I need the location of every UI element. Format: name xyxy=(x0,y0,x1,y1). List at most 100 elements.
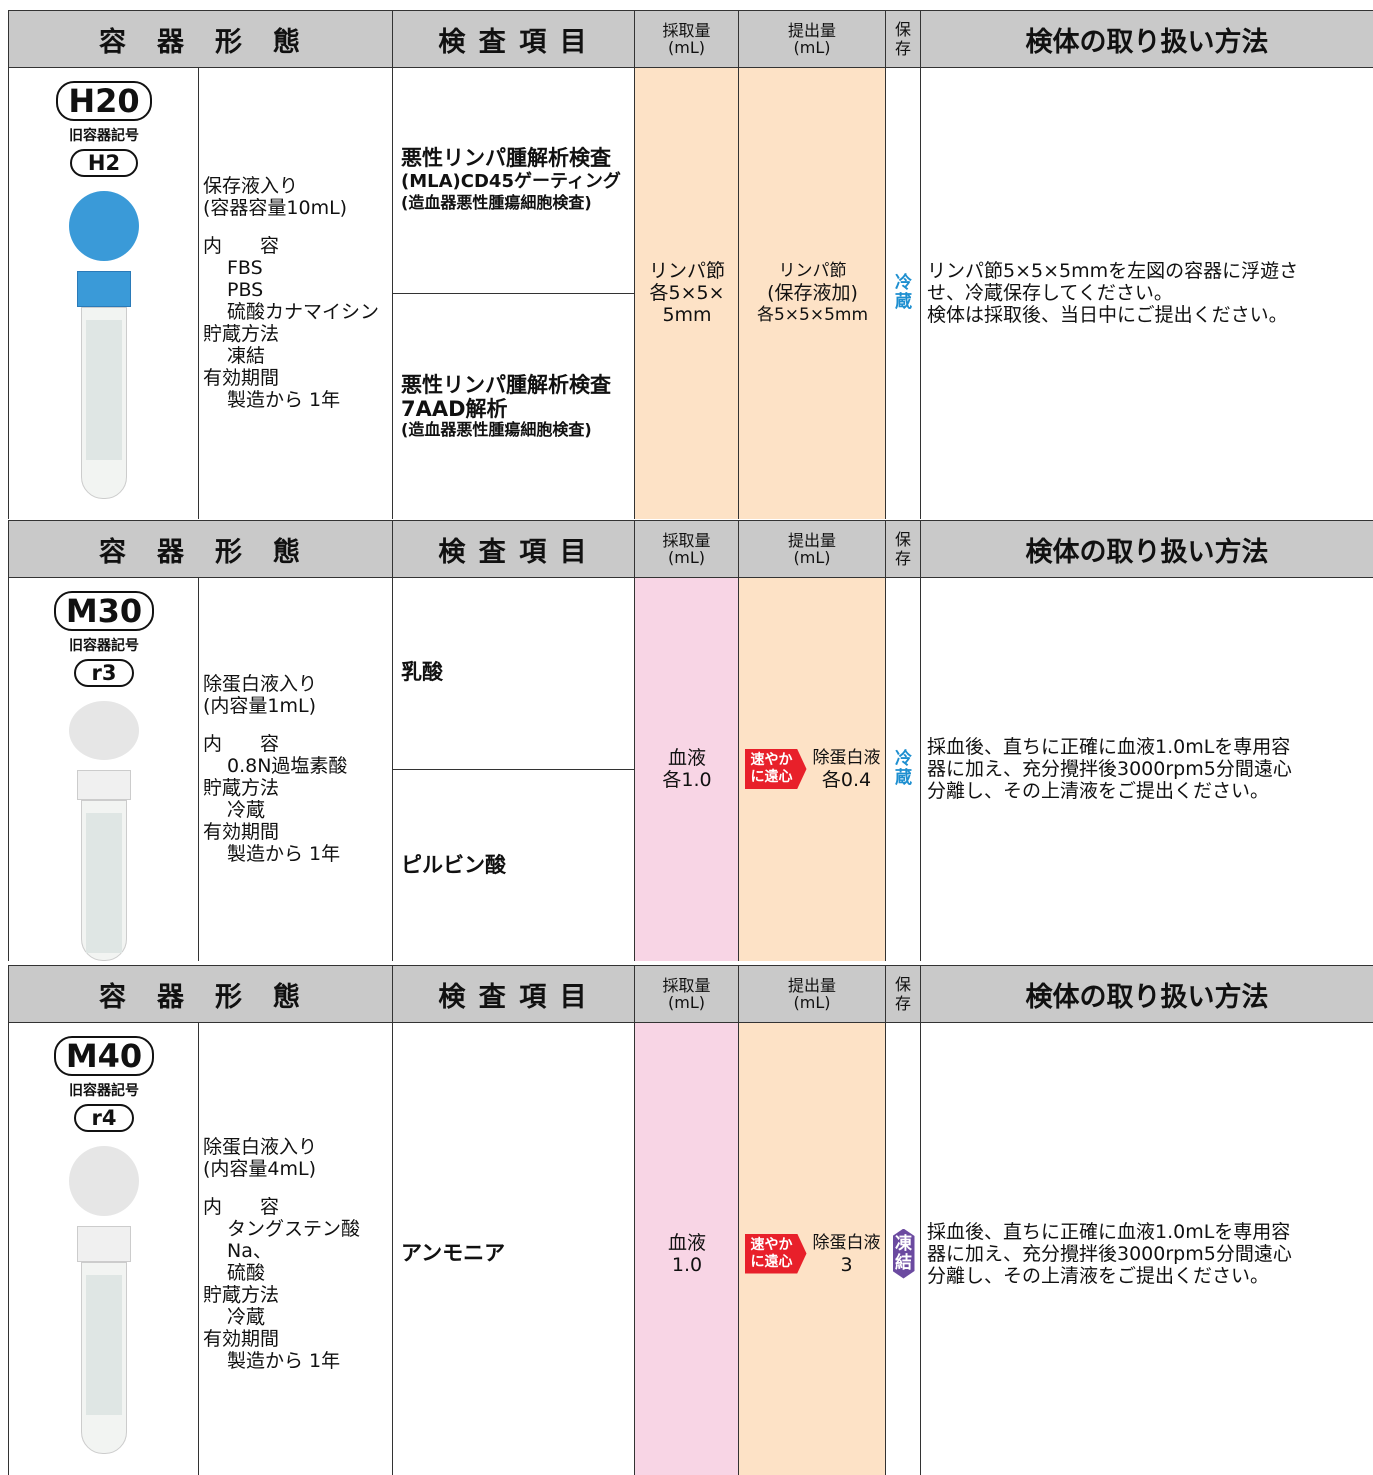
old-code: r3 xyxy=(73,659,135,687)
header-text: (mL) xyxy=(793,993,831,1012)
handling-text: せ、冷蔵保存してください。 xyxy=(927,282,1173,304)
header-cell: 容 器 形 態 xyxy=(9,966,393,1022)
container-cell: H20 旧容器記号 H2 xyxy=(9,67,199,519)
column-line xyxy=(393,521,635,961)
description-title: 除蛋白液入り xyxy=(203,1135,318,1158)
header-text: (mL) xyxy=(668,548,705,567)
submit-text: 各5×5×5mm xyxy=(756,305,869,325)
handling-cell: 採血後、直ちに正確に血液1.0mLを専用容 器に加え、充分攪拌後3000rpm5分… xyxy=(921,577,1373,961)
column-line xyxy=(635,11,739,519)
description-value: 製造から 1年 xyxy=(227,389,341,411)
header-cell: 容 器 形 態 xyxy=(9,11,393,67)
handling-text: リンパ節5×5×5mmを左図の容器に浮遊さ xyxy=(927,260,1299,282)
header-cell: 保存 xyxy=(886,521,921,577)
collect-text: 各5×5× xyxy=(649,282,725,304)
column-line xyxy=(739,11,886,519)
collect-text: 血液 xyxy=(667,1231,706,1254)
column-line xyxy=(9,11,199,519)
header-cell: 検 査 項 目 xyxy=(393,521,635,577)
header-cell: 保存 xyxy=(886,966,921,1022)
column-line xyxy=(886,521,921,961)
submit-text-group: リンパ節 (保存液加) 各5×5×5mm xyxy=(757,260,868,326)
column-line xyxy=(9,521,199,961)
submit-cell: 速やか に遠心 除蛋白液 3 xyxy=(739,1022,886,1475)
test-text: アンモニア xyxy=(401,1241,506,1265)
handling-text: 分離し、その上清液をご提出ください。 xyxy=(927,780,1270,802)
handling-text: 採血後、直ちに正確に血液1.0mLを専用容 xyxy=(927,736,1291,758)
tests-cell: アンモニア xyxy=(393,1022,635,1475)
section: 容 器 形 態検 査 項 目採取量 (mL) 提出量 (mL) 保存 検体の取り扱い方法 M… xyxy=(8,520,1373,962)
submit-text: (保存液加) xyxy=(767,282,858,304)
badge-text: に遠心 xyxy=(750,769,793,785)
submit-text: 3 xyxy=(840,1253,853,1276)
column-line xyxy=(199,521,393,961)
old-code: r4 xyxy=(73,1104,135,1132)
handling-text: 器に加え、充分攪拌後3000rpm5分間遠心 xyxy=(927,1242,1292,1265)
container-code: M40 xyxy=(53,1036,155,1076)
description-value: 冷蔵 xyxy=(227,799,266,821)
container-cell: M30 旧容器記号 r3 xyxy=(9,577,199,962)
column-line xyxy=(393,11,635,519)
column-line xyxy=(739,966,886,1475)
container-code: H20 xyxy=(56,81,152,121)
column-line xyxy=(635,521,739,961)
submit-text: 各0.4 xyxy=(821,769,872,791)
header-cell: 検体の取り扱い方法 xyxy=(921,11,1373,67)
test-text: (MLA)CD45ゲーティング xyxy=(401,171,621,193)
column-line xyxy=(9,966,199,1475)
header-text: 保存 xyxy=(894,20,911,58)
column-line xyxy=(199,966,393,1475)
tube xyxy=(81,1262,127,1454)
tube-lid xyxy=(69,1146,139,1216)
badge-text: 速やか xyxy=(750,752,793,768)
description-cell: 除蛋白液入り (内容量1mL) 内 容 0.8N過塩素酸 貯蔵方法 冷蔵 有効期間 製造から … xyxy=(199,577,393,961)
description-title: (内容量4mL) xyxy=(203,1157,317,1180)
header-row: 容 器 形 態検 査 項 目採取量 (mL) 提出量 (mL) 保存 検体の取り扱い方法 xyxy=(9,966,1373,1023)
description-value: FBS xyxy=(227,257,263,279)
header-text: 採取量 xyxy=(662,976,711,995)
test-item: 悪性リンパ腫解析検査 7AAD解析 (造血器悪性腫瘍細胞検査) xyxy=(393,292,635,520)
description-label: 有効期間 xyxy=(203,1327,280,1350)
test-text: (造血器悪性腫瘍細胞検査) xyxy=(401,193,592,213)
description-title: (容器容量10mL) xyxy=(203,197,348,219)
header-text: 保存 xyxy=(894,975,911,1013)
tests-cell: 悪性リンパ腫解析検査 (MLA)CD45ゲーティング (造血器悪性腫瘍細胞検査) 悪性… xyxy=(393,67,635,519)
description-value: 凍結 xyxy=(227,345,266,367)
submit-cell: リンパ節 (保存液加) 各5×5×5mm xyxy=(739,67,886,519)
tube-label xyxy=(86,1275,122,1415)
container-code: M30 xyxy=(53,591,155,631)
column-line xyxy=(739,521,886,961)
header-cell: 検体の取り扱い方法 xyxy=(921,966,1373,1022)
test-text: (造血器悪性腫瘍細胞検査) xyxy=(401,419,592,439)
header-cell: 提出量 (mL) xyxy=(739,11,886,67)
collect-text: 各1.0 xyxy=(662,769,712,791)
collect-cell: 血液 各1.0 xyxy=(635,577,739,961)
test-item: ピルビン酸 xyxy=(393,768,635,962)
badge-text: 速やか xyxy=(750,1236,793,1253)
column-line xyxy=(199,11,393,519)
submit-text-group: 除蛋白液 各0.4 xyxy=(813,747,881,791)
header-cell: 提出量 (mL) xyxy=(739,521,886,577)
submit-text: リンパ節 xyxy=(778,261,847,281)
test-text: ピルビン酸 xyxy=(401,852,506,877)
description-label: 貯蔵方法 xyxy=(203,323,280,345)
header-cell: 採取量 (mL) xyxy=(635,521,739,577)
header-cell: 容 器 形 態 xyxy=(9,521,393,577)
description-label: 有効期間 xyxy=(203,821,280,843)
tube-cap xyxy=(77,1226,131,1262)
header-cell: 保存 xyxy=(886,11,921,67)
tube xyxy=(81,307,127,499)
header-text: 提出量 xyxy=(787,976,836,995)
old-label: 旧容器記号 xyxy=(69,128,139,144)
collect-text: 1.0 xyxy=(671,1253,703,1276)
badge-text: に遠心 xyxy=(750,1253,793,1270)
description-value: 冷蔵 xyxy=(227,1305,266,1328)
tube-lid xyxy=(69,191,139,261)
description-value: 製造から 1年 xyxy=(227,843,341,865)
old-label: 旧容器記号 xyxy=(69,1083,139,1099)
header-cell: 提出量 (mL) xyxy=(739,966,886,1022)
header-text: 保存 xyxy=(894,530,911,568)
header-cell: 採取量 (mL) xyxy=(635,11,739,67)
test-item: 乳酸 xyxy=(393,577,635,769)
